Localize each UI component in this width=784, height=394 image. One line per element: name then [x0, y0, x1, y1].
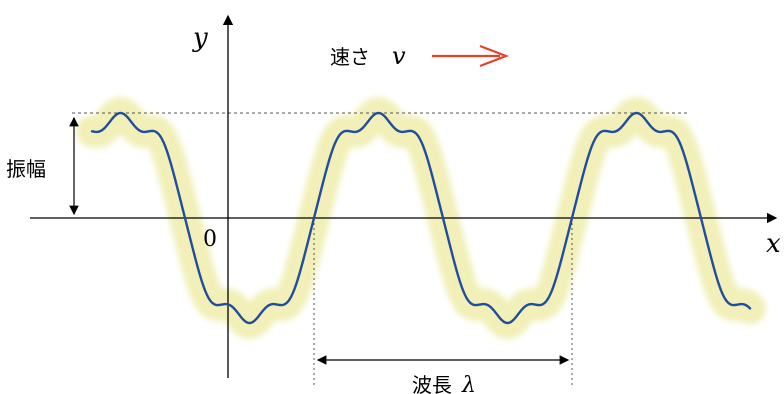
origin-label: 0	[203, 227, 217, 252]
wave-curve	[90, 111, 752, 325]
speed-label: 速さ	[330, 45, 370, 69]
wavelength-symbol: λ	[461, 373, 476, 394]
velocity-arrow	[432, 44, 510, 68]
speed-symbol: v	[392, 42, 406, 70]
x-axis-label: x	[766, 229, 781, 259]
amplitude-label: 振幅	[6, 157, 46, 181]
y-axis-label: y	[192, 23, 208, 53]
wavelength-label: 波長	[412, 373, 452, 394]
